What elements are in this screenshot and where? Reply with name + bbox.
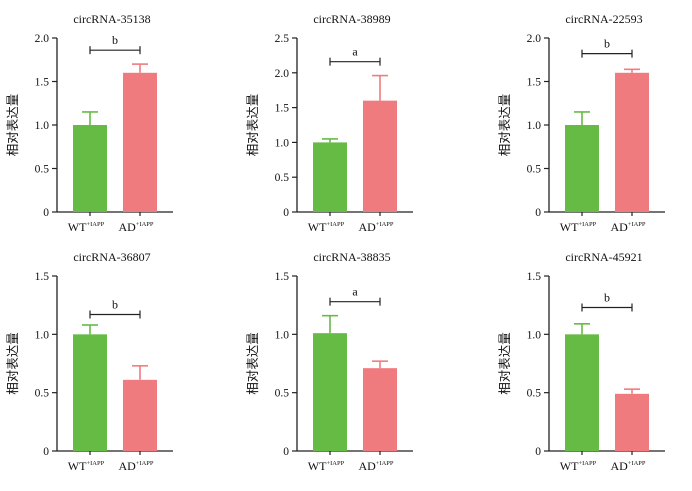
- x-tick-label: AD+IAPP: [118, 459, 153, 473]
- y-tick-label: 1.0: [527, 329, 542, 341]
- bar-wt: [313, 142, 347, 212]
- chart-title: circRNA-38989: [313, 12, 390, 26]
- bar-ad: [615, 393, 649, 451]
- y-axis-label: 相对表达量: [498, 332, 512, 395]
- chart-panel-4: circRNA-36807 0 0.5 1.0 1.5 相对表达量 WT+IAPP AD+IA…: [6, 250, 173, 473]
- y-tick-label: 0.5: [527, 164, 542, 176]
- x-tick-label: WT+IAPP: [68, 459, 105, 473]
- bar-ad: [363, 368, 397, 451]
- chart-panel-2: circRNA-38989 0 0.5 1.0 1.5 2.0 2.5 相对表达量 WT+IAP…: [246, 12, 413, 234]
- y-tick-label: 0.5: [527, 388, 542, 400]
- y-tick-label: 0: [283, 446, 289, 458]
- y-tick-label: 1.5: [527, 77, 542, 89]
- y-tick-label: 1.0: [35, 329, 50, 341]
- bar-wt: [565, 334, 599, 451]
- chart-panel-3: circRNA-22593 0 0.5 1.0 1.5 2.0 相对表达量 WT+IAPP AD…: [498, 12, 665, 234]
- y-tick-label: 2.0: [275, 68, 290, 80]
- bar-ad: [123, 379, 157, 451]
- bar-wt: [73, 334, 107, 451]
- x-tick-label: WT+IAPP: [68, 220, 105, 234]
- y-tick-label: 1.0: [275, 137, 290, 149]
- y-axis-label: 相对表达量: [246, 332, 260, 395]
- y-tick-label: 1.5: [527, 271, 542, 283]
- x-tick-label: WT+IAPP: [308, 459, 345, 473]
- bar-wt: [565, 125, 599, 212]
- x-tick-label: AD+IAPP: [610, 459, 645, 473]
- bar-ad: [363, 100, 397, 212]
- y-tick-label: 0.5: [275, 172, 290, 184]
- y-axis-label: 相对表达量: [6, 332, 20, 395]
- y-axis-label: 相对表达量: [498, 94, 512, 157]
- y-tick-label: 2.0: [527, 33, 542, 45]
- y-tick-label: 2.0: [35, 33, 50, 45]
- y-tick-label: 0.5: [35, 388, 50, 400]
- significance-label: b: [604, 37, 610, 51]
- chart-panel-1: circRNA-35138 0 0.5 1.0 1.5 2.0 相对表达量 WT+IAPP AD…: [6, 12, 173, 234]
- x-tick-label: AD+IAPP: [358, 220, 393, 234]
- y-axis-label: 相对表达量: [6, 94, 20, 157]
- chart-title: circRNA-36807: [73, 250, 150, 264]
- y-tick-label: 0.5: [35, 164, 50, 176]
- y-tick-label: 1.5: [275, 103, 290, 115]
- y-tick-label: 0: [283, 207, 289, 219]
- x-tick-label: WT+IAPP: [560, 220, 597, 234]
- x-tick-label: AD+IAPP: [118, 220, 153, 234]
- bar-wt: [73, 125, 107, 212]
- y-axis-label: 相对表达量: [246, 94, 260, 157]
- y-tick-label: 0: [43, 207, 49, 219]
- chart-title: circRNA-45921: [565, 250, 642, 264]
- bar-ad: [123, 72, 157, 212]
- bar-wt: [313, 333, 347, 451]
- y-tick-label: 1.0: [275, 329, 290, 341]
- significance-label: b: [604, 291, 610, 305]
- x-tick-label: WT+IAPP: [560, 459, 597, 473]
- y-tick-label: 2.5: [275, 33, 290, 45]
- y-tick-label: 0: [43, 446, 49, 458]
- y-tick-label: 0: [535, 446, 541, 458]
- y-tick-label: 0.5: [275, 388, 290, 400]
- significance-label: b: [112, 298, 118, 312]
- significance-label: a: [352, 285, 358, 299]
- chart-panel-5: circRNA-38835 0 0.5 1.0 1.5 相对表达量 WT+IAPP AD+IA…: [246, 250, 413, 473]
- chart-title: circRNA-35138: [73, 12, 150, 26]
- significance-label: a: [352, 45, 358, 59]
- x-tick-label: AD+IAPP: [610, 220, 645, 234]
- chart-title: circRNA-22593: [565, 12, 642, 26]
- y-tick-label: 1.5: [35, 77, 50, 89]
- x-tick-label: WT+IAPP: [308, 220, 345, 234]
- y-tick-label: 1.5: [35, 271, 50, 283]
- y-tick-label: 1.0: [35, 120, 50, 132]
- chart-title: circRNA-38835: [313, 250, 390, 264]
- y-tick-label: 1.5: [275, 271, 290, 283]
- chart-panel-6: circRNA-45921 0 0.5 1.0 1.5 相对表达量 WT+IAPP AD+IA…: [498, 250, 665, 473]
- bar-ad: [615, 72, 649, 212]
- x-tick-label: AD+IAPP: [358, 459, 393, 473]
- y-tick-label: 0: [535, 207, 541, 219]
- y-tick-label: 1.0: [527, 120, 542, 132]
- significance-label: b: [112, 33, 118, 47]
